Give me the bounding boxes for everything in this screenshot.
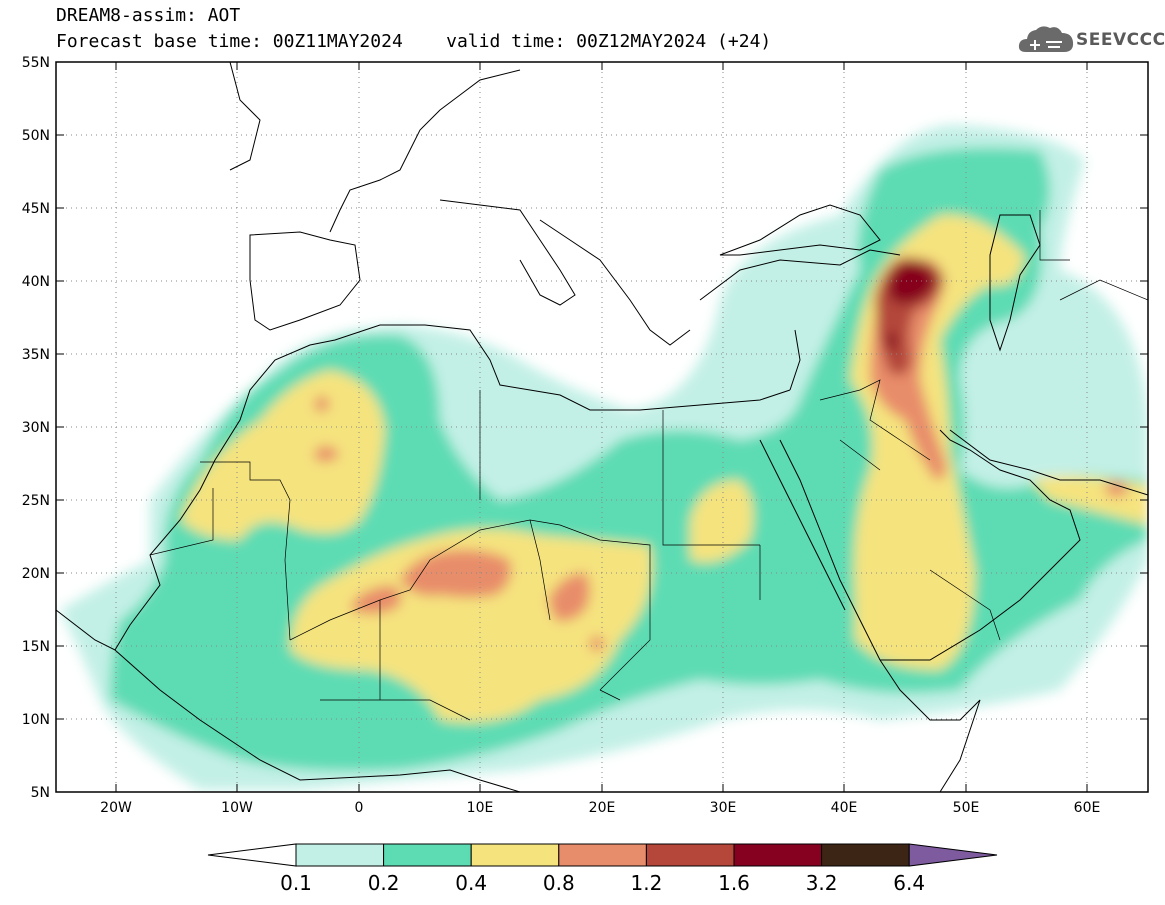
colorbar-label: 0.4 (455, 871, 487, 895)
aot-band-1.6 (884, 262, 935, 352)
lat-tick-label: 25N (22, 493, 50, 509)
colorbar-label: 3.2 (806, 871, 838, 895)
colorbar-segment (295, 843, 385, 867)
lat-tick-label: 20N (22, 566, 50, 582)
lat-tick-label: 10N (22, 712, 50, 728)
colorbar-label: 6.4 (893, 871, 925, 895)
seevccc-logo: SEEVCCC (1018, 24, 1165, 56)
colorbar-label: 0.8 (543, 871, 575, 895)
cloud-icon (1018, 26, 1074, 52)
map-title: DREAM8-assim: AOT (56, 5, 241, 26)
lon-tick-label: 0 (355, 800, 364, 816)
lon-tick-label: 40E (831, 800, 858, 816)
lon-tick-label: 20W (100, 800, 132, 816)
lon-tick-label: 30E (710, 800, 737, 816)
colorbar-segment-above (908, 843, 998, 867)
lon-tick-label: 50E (953, 800, 980, 816)
colorbar-segment (733, 843, 823, 867)
map-grid (56, 62, 1148, 792)
borders (149, 210, 1148, 721)
colorbar-label: 0.2 (368, 871, 400, 895)
colorbar-segment (470, 843, 560, 867)
lat-tick-label: 35N (22, 347, 50, 363)
lat-tick-label: 40N (22, 274, 50, 290)
colorbar-segment (821, 843, 910, 867)
colorbar-label: 1.6 (718, 871, 750, 895)
colorbar-segment (383, 843, 472, 867)
colorbar-label: 1.2 (630, 871, 662, 895)
lat-tick-label: 45N (22, 201, 50, 217)
logo-text: SEEVCCC (1076, 30, 1165, 50)
lat-tick-label: 55N (22, 55, 50, 71)
lat-tick-label: 30N (22, 420, 50, 436)
colorbar-segment (558, 843, 647, 867)
lat-axis: 55N 50N 45N 40N 35N 30N 25N 20N 15N 10N … (22, 55, 1148, 801)
colorbar-labels: 0.1 0.2 0.4 0.8 1.2 1.6 3.2 6.4 (280, 871, 925, 895)
colorbar (207, 843, 998, 867)
lon-tick-label: 10E (467, 800, 494, 816)
forecast-time-line: Forecast base time: 00Z11MAY2024 valid t… (56, 31, 772, 52)
colorbar-segment (645, 843, 735, 867)
aot-field (60, 124, 1148, 790)
colorbar-segment-below (207, 843, 297, 867)
coastlines (56, 62, 1148, 792)
lat-tick-label: 5N (31, 785, 50, 801)
lon-tick-label: 10W (221, 800, 253, 816)
lon-tick-label: 60E (1074, 800, 1101, 816)
colorbar-label: 0.1 (280, 871, 312, 895)
lon-axis: 20W 10W 0 10E 20E 30E 40E 50E 60E (100, 62, 1100, 816)
lat-tick-label: 50N (22, 128, 50, 144)
lat-tick-label: 15N (22, 639, 50, 655)
lon-tick-label: 20E (589, 800, 616, 816)
